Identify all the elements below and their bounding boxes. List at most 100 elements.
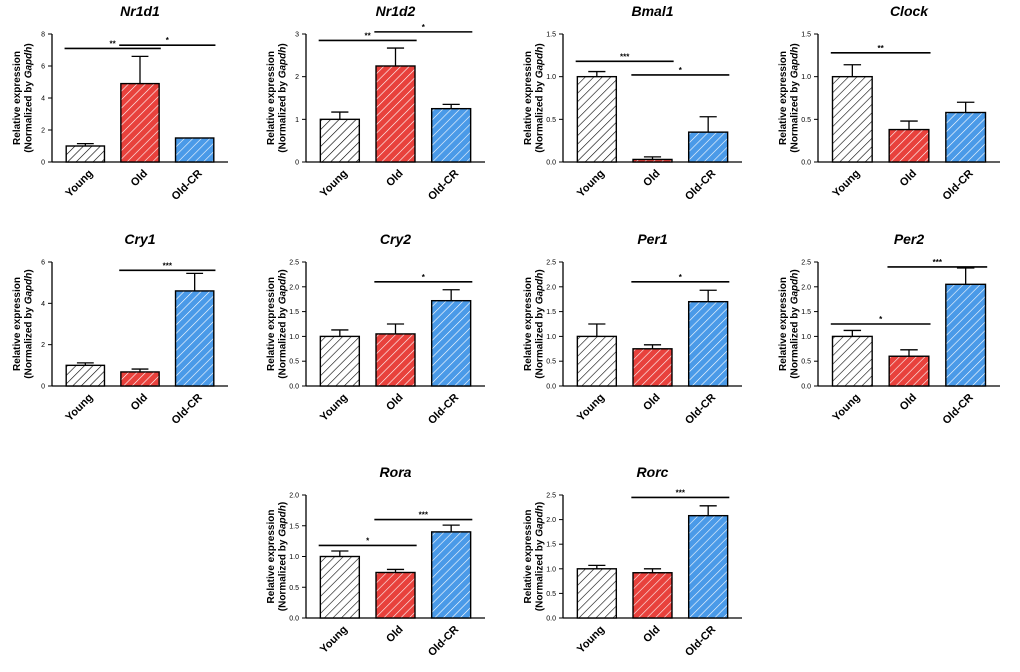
y-tick-label: 0.0 [801,384,811,391]
bar-old [888,355,930,387]
bar-young [576,335,618,387]
y-axis-label-line1: Relative expression [778,51,789,145]
y-axis-label-suffix: ) [535,502,546,505]
y-axis-label-line2: (Normalized by Gapdh) [24,43,35,152]
y-tick-label: 1.0 [546,74,556,81]
x-category-label: Old [641,392,662,413]
y-axis-label-line1: Relative expression [266,510,277,604]
x-category-label: Old-CR [426,168,461,203]
x-category-label: Young [830,168,862,200]
y-axis-label-line2: (Normalized by Gapdh) [790,43,801,152]
significance-label: *** [676,488,686,497]
y-tick-label: 0 [41,160,45,167]
x-category-label: Old [641,624,662,645]
bar-old-cr [174,137,215,163]
y-axis-label-gene: Gapdh [278,273,289,305]
y-tick-label: 1.0 [801,334,811,341]
y-axis-label-prefix: (Normalized by [535,304,546,378]
y-axis-label-gene: Gapdh [278,47,289,79]
chart-title: Cry1 [124,231,155,247]
chart-title: Nr1d1 [120,3,160,19]
chart-title: Clock [890,3,929,19]
significance-label: ** [878,44,885,53]
significance-label: *** [419,511,429,520]
y-tick-label: 2.0 [289,284,299,291]
x-category-label: Old-CR [941,168,976,203]
significance-label: ** [110,39,117,48]
x-category-label: Old-CR [426,392,461,427]
chart-cry1: Cry1 Relative expression(Normalized by Ga… [12,231,228,427]
y-tick-label: 2 [295,74,299,81]
y-tick-label: 8 [41,32,45,39]
y-tick-label: 1 [295,117,299,124]
y-tick-label: 2.0 [801,284,811,291]
y-tick-label: 3 [295,32,299,39]
x-category-label: Old [384,168,405,189]
bar-young [319,335,361,387]
y-axis-label: Relative expression(Normalized by Gapdh) [12,43,35,152]
y-axis-label-prefix: (Normalized by [278,304,289,378]
y-axis-label-gene: Gapdh [278,505,289,537]
y-axis-label-gene: Gapdh [790,47,801,79]
y-axis-label-line1: Relative expression [778,277,789,371]
bar-old [120,82,160,163]
y-axis-label-prefix: (Normalized by [535,78,546,152]
bar-old-cr [430,299,472,387]
y-tick-label: 1.5 [546,32,556,39]
y-axis-label-prefix: (Normalized by [24,78,35,152]
y-tick-label: 2.0 [546,517,556,524]
chart-title: Per1 [637,231,668,247]
significance-label: * [679,273,683,282]
chart-title: Per2 [894,231,925,247]
y-axis-label-prefix: (Normalized by [535,537,546,611]
y-axis-label-line2: (Normalized by Gapdh) [535,43,546,152]
y-axis-label-line1: Relative expression [266,277,277,371]
bar-old [888,128,930,163]
bar-young [319,118,361,163]
bar-old-cr [687,131,729,163]
bar-old [632,158,673,163]
y-axis-label-prefix: (Normalized by [790,304,801,378]
y-tick-label: 1.0 [801,74,811,81]
y-axis-label: Relative expression(Normalized by Gapdh) [523,502,546,611]
y-tick-label: 0.0 [546,616,556,623]
y-tick-label: 1.0 [546,334,556,341]
significance-label: * [879,315,883,324]
y-axis-label-gene: Gapdh [535,505,546,537]
y-axis-label-line1: Relative expression [12,51,23,145]
y-axis-label-prefix: (Normalized by [278,78,289,152]
chart-cry2: Cry2 Relative expression(Normalized by Ga… [266,231,485,427]
y-tick-label: 0.0 [546,384,556,391]
bar-old [375,65,416,163]
y-axis-label: Relative expression(Normalized by Gapdh) [523,269,546,378]
significance-label: *** [933,258,943,267]
y-axis-label-line2: (Normalized by Gapdh) [278,43,289,152]
x-category-label: Old [898,168,919,189]
y-tick-label: 1.5 [801,309,811,316]
chart-title: Rorc [637,464,669,480]
x-category-label: Old-CR [941,392,976,427]
x-category-label: Old-CR [170,392,205,427]
y-axis-label-line1: Relative expression [12,277,23,371]
y-tick-label: 1.5 [546,309,556,316]
y-tick-label: 0.5 [801,359,811,366]
y-tick-label: 6 [41,64,45,71]
x-category-label: Young [575,392,607,424]
y-tick-label: 2.5 [546,260,556,267]
y-axis-label-suffix: ) [790,43,801,46]
x-category-label: Old [129,392,150,413]
bar-old [632,348,673,387]
y-axis-label: Relative expression(Normalized by Gapdh) [266,502,289,611]
bar-young [65,364,106,387]
y-axis-label-gene: Gapdh [24,47,35,79]
chart-title: Nr1d2 [376,3,416,19]
y-axis-label-line2: (Normalized by Gapdh) [24,269,35,378]
y-axis-label-line2: (Normalized by Gapdh) [535,269,546,378]
y-tick-label: 4 [41,301,45,308]
y-tick-label: 0.0 [801,160,811,167]
bar-young [65,145,106,163]
x-category-label: Young [318,168,350,200]
significance-label: * [679,66,683,75]
chart-per2: Per2 Relative expression(Normalized by Ga… [778,231,1000,427]
